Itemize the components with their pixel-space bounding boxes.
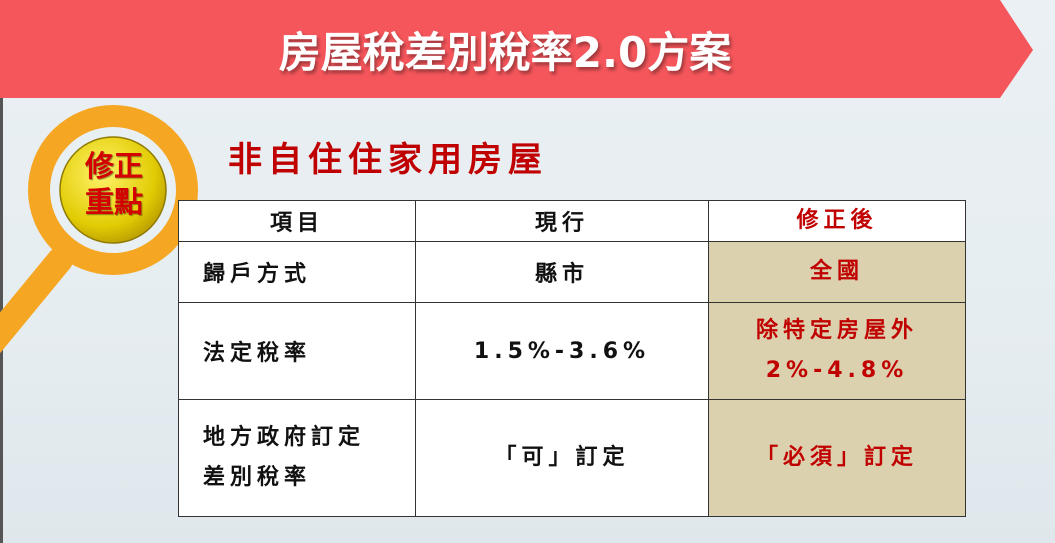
badge-line1: 修正 — [84, 149, 143, 183]
section-subtitle: 非自住住家用房屋 — [228, 140, 548, 180]
cell-current: 縣市 — [415, 241, 709, 303]
item-line2: 差別稅率 — [203, 465, 312, 490]
table-header-row: 項目 現行 修正後 — [178, 200, 966, 242]
badge-line2: 重點 — [84, 185, 143, 219]
header-current: 現行 — [415, 200, 709, 242]
cell-current: 1.5%-3.6% — [415, 302, 709, 400]
cell-current: 「可」訂定 — [415, 399, 709, 517]
magnifier-icon — [0, 105, 198, 354]
header-item: 項目 — [178, 200, 416, 242]
cell-revised: 「必須」訂定 — [708, 399, 966, 517]
cell-item: 法定稅率 — [178, 302, 416, 400]
cell-revised: 除特定房屋外 2%-4.8% — [708, 302, 966, 400]
table-row: 法定稅率 1.5%-3.6% 除特定房屋外 2%-4.8% — [178, 302, 966, 400]
left-edge — [0, 0, 3, 543]
revised-line1: 除特定房屋外 — [755, 318, 918, 343]
revised-line2: 2%-4.8% — [765, 358, 909, 383]
title-banner — [0, 0, 1033, 98]
table-row: 歸戶方式 縣市 全國 — [178, 241, 966, 303]
table-row: 地方政府訂定 差別稅率 「可」訂定 「必須」訂定 — [178, 399, 966, 517]
header-revised: 修正後 — [708, 200, 966, 242]
cell-item: 歸戶方式 — [178, 241, 416, 303]
cell-revised: 全國 — [708, 241, 966, 303]
page-title: 房屋稅差別稅率2.0方案 — [278, 27, 732, 77]
comparison-table: 項目 現行 修正後 歸戶方式 縣市 全國 法定稅率 1.5%-3.6% 除特定房… — [178, 200, 966, 517]
revision-badge: 修正 重點 — [68, 148, 160, 220]
cell-item: 地方政府訂定 差別稅率 — [178, 399, 416, 517]
item-line1: 地方政府訂定 — [203, 425, 366, 450]
